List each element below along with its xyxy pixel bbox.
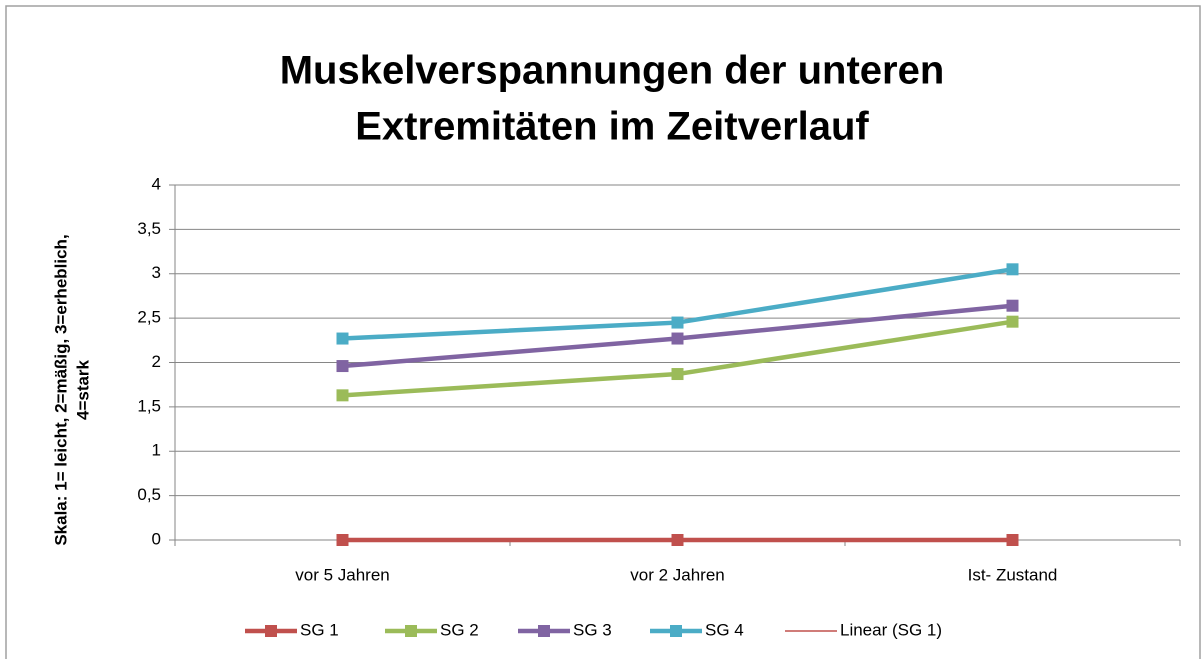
chart-title: Muskelverspannungen der unteren bbox=[280, 49, 945, 93]
legend-marker bbox=[670, 625, 682, 637]
legend-label: SG 4 bbox=[705, 620, 744, 639]
marker bbox=[336, 360, 349, 373]
marker bbox=[1006, 315, 1019, 328]
y-tick-label: 3 bbox=[152, 263, 161, 282]
legend-label: Linear (SG 1) bbox=[840, 620, 942, 639]
x-tick-label: vor 5 Jahren bbox=[295, 565, 390, 584]
marker bbox=[1006, 299, 1019, 312]
marker bbox=[671, 316, 684, 329]
marker bbox=[336, 389, 349, 402]
legend-marker bbox=[265, 625, 277, 637]
x-tick-label: Ist- Zustand bbox=[968, 565, 1058, 584]
y-tick-label: 1 bbox=[152, 441, 161, 460]
legend-marker bbox=[405, 625, 417, 637]
y-axis-label: 4=stark bbox=[73, 359, 92, 420]
legend-label: SG 3 bbox=[573, 620, 612, 639]
marker bbox=[671, 332, 684, 345]
y-tick-label: 2 bbox=[152, 352, 161, 371]
chart-frame bbox=[5, 5, 1201, 659]
legend-label: SG 1 bbox=[300, 620, 339, 639]
x-tick-label: vor 2 Jahren bbox=[630, 565, 725, 584]
y-tick-label: 0,5 bbox=[137, 485, 161, 504]
y-tick-label: 3,5 bbox=[137, 219, 161, 238]
y-axis-label: Skala: 1= leicht, 2=mäßig, 3=erheblich, bbox=[51, 234, 70, 545]
chart-title: Extremitäten im Zeitverlauf bbox=[355, 105, 869, 149]
y-tick-label: 1,5 bbox=[137, 396, 161, 415]
legend-marker bbox=[538, 625, 550, 637]
marker bbox=[336, 332, 349, 345]
marker bbox=[1006, 263, 1019, 276]
legend-label: SG 2 bbox=[440, 620, 479, 639]
y-tick-label: 0 bbox=[152, 529, 161, 548]
y-tick-label: 4 bbox=[152, 174, 161, 193]
y-tick-label: 2,5 bbox=[137, 308, 161, 327]
marker bbox=[671, 368, 684, 381]
